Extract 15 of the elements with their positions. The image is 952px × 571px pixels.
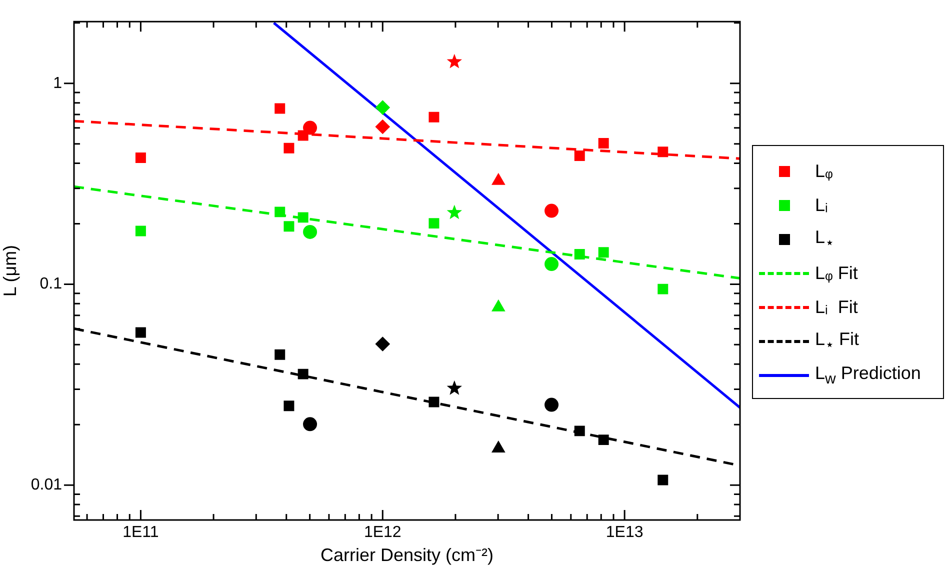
legend-label: L$_{⋆}$ Fit bbox=[815, 328, 860, 354]
legend-label: Lᵢ bbox=[815, 194, 828, 216]
y-tick-label: 1 bbox=[53, 74, 62, 92]
x-tick-label: 1E12 bbox=[364, 524, 402, 542]
x-tick-label: 1E13 bbox=[606, 524, 644, 542]
legend-label: L$_{⋆}$ bbox=[815, 226, 834, 252]
legend-label: Lᵩ bbox=[815, 160, 833, 182]
legend-label: L$_{w}$ Prediction bbox=[815, 362, 921, 388]
y-tick-label: 0.1 bbox=[40, 276, 62, 293]
y-axis-title: L (μm) bbox=[0, 244, 20, 297]
x-axis-title: Carrier Density (cm⁻²) bbox=[320, 545, 494, 566]
x-tick-label: 1E11 bbox=[122, 524, 159, 542]
y-tick-label: 0.01 bbox=[30, 476, 62, 494]
legend-label: Lᵩ Fit bbox=[815, 262, 858, 284]
legend-label: Lᵢ Fit bbox=[815, 296, 858, 318]
